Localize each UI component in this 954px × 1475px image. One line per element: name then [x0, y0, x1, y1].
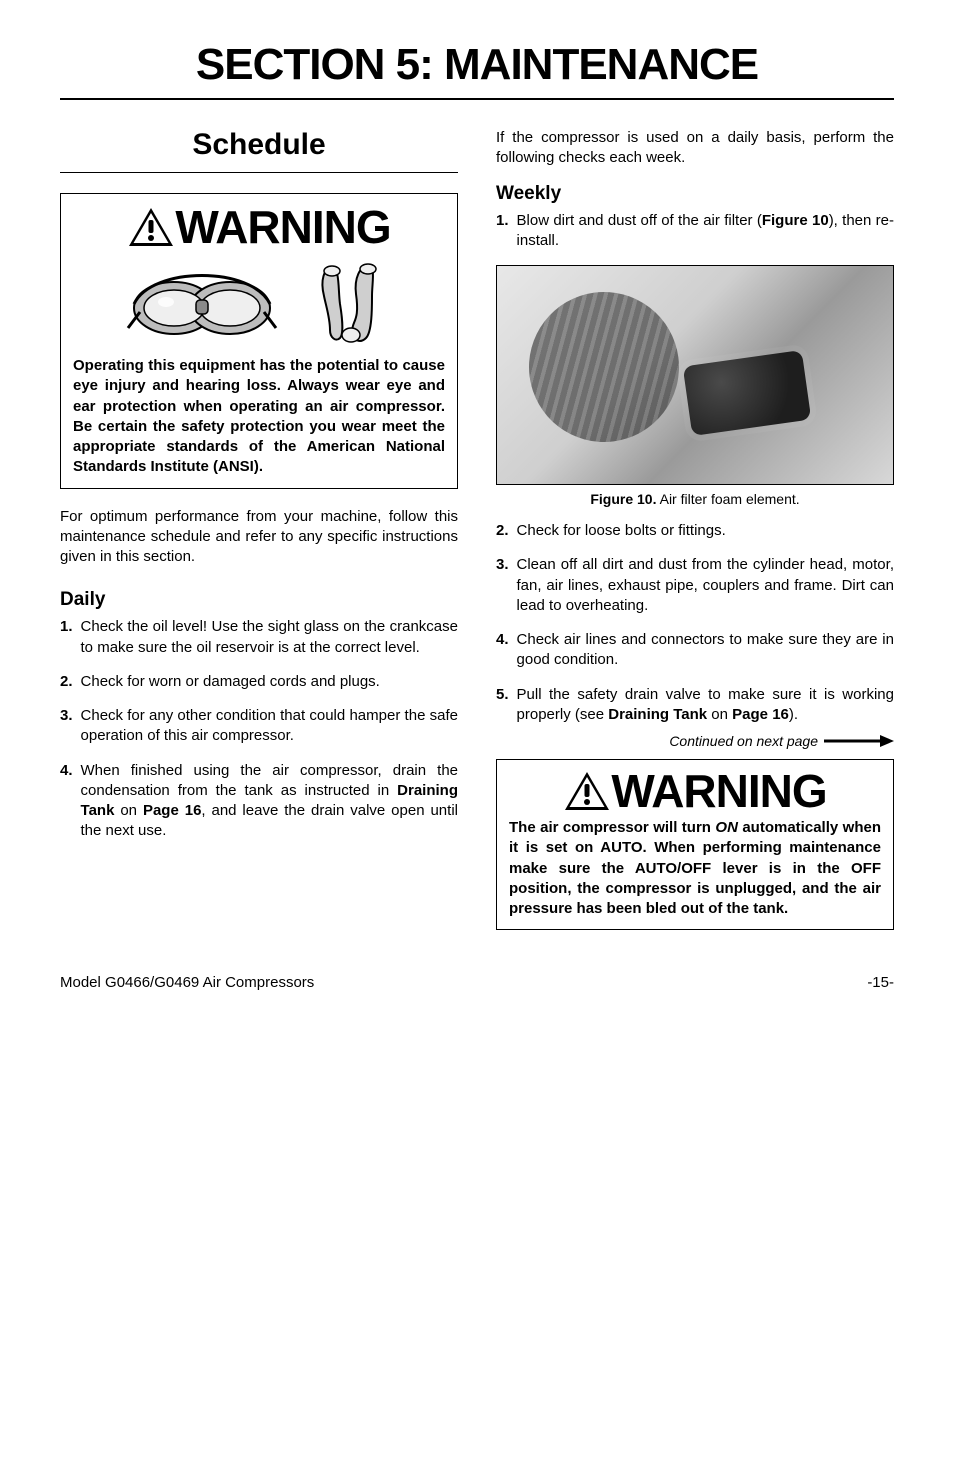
list-item: 1.Check the oil level! Use the sight gla…: [60, 617, 458, 658]
figure-10-caption: Figure 10. Air filter foam element.: [496, 491, 894, 507]
footer-page-number: -15-: [867, 974, 894, 991]
schedule-rule: [60, 172, 458, 173]
warning-auto-text: The air compressor will turn ON automati…: [509, 818, 881, 919]
list-number: 2.: [496, 521, 509, 541]
schedule-intro: For optimum performance from your machin…: [60, 507, 458, 568]
weekly-list-1: 1. Blow dirt and dust off of the air fil…: [496, 211, 894, 252]
continued-row: Continued on next page: [496, 733, 894, 749]
list-item: 4.Check air lines and connectors to make…: [496, 630, 894, 671]
ppe-illustrations: [73, 256, 445, 346]
warning-triangle-icon: [563, 770, 611, 812]
warning-box-auto: WARNING The air compressor will turn ON …: [496, 759, 894, 930]
warning-header: WARNING: [509, 768, 881, 814]
continued-text: Continued on next page: [669, 733, 818, 749]
section-title: SECTION 5: MAINTENANCE: [60, 40, 894, 90]
list-number: 2.: [60, 672, 73, 692]
list-number: 4.: [60, 761, 73, 842]
list-text: Check air lines and connectors to make s…: [517, 630, 894, 671]
list-number: 3.: [496, 555, 509, 616]
list-item: 4. When finished using the air compres­s…: [60, 761, 458, 842]
warning-triangle-icon: [127, 206, 175, 248]
figure-detail: [683, 350, 812, 436]
list-item: 1. Blow dirt and dust off of the air fil…: [496, 211, 894, 252]
list-text: Check for worn or damaged cords and plug…: [81, 672, 458, 692]
safety-goggles-icon: [122, 256, 282, 346]
warning-header: WARNING: [73, 204, 445, 250]
schedule-heading: Schedule: [60, 128, 458, 162]
section-rule: [60, 98, 894, 100]
daily-heading: Daily: [60, 589, 458, 611]
list-text: Clean off all dirt and dust from the cyl…: [517, 555, 894, 616]
list-item: 3.Clean off all dirt and dust from the c…: [496, 555, 894, 616]
footer-model: Model G0466/G0469 Air Compressors: [60, 974, 314, 991]
weekly-list-2-5: 2. Check for loose bolts or fittings. 3.C…: [496, 521, 894, 725]
list-item: 5. Pull the safety drain valve to make s…: [496, 685, 894, 726]
weekly-heading: Weekly: [496, 183, 894, 205]
two-column-layout: Schedule WARNING: [60, 128, 894, 930]
list-item: 2. Check for loose bolts or fittings.: [496, 521, 894, 541]
figure-10-image: [496, 265, 894, 485]
list-text: Check for loose bolts or fittings.: [517, 521, 894, 541]
weekly-intro: If the compressor is used on a daily bas…: [496, 128, 894, 169]
page-footer: Model G0466/G0469 Air Compressors -15-: [60, 974, 894, 991]
right-column: If the compressor is used on a daily bas…: [496, 128, 894, 930]
warning-ppe-text: Operating this equipment has the potenti…: [73, 356, 445, 478]
warning-box-ppe: WARNING: [60, 193, 458, 489]
list-text: When finished using the air compres­sor,…: [81, 761, 458, 842]
list-number: 1.: [496, 211, 509, 252]
left-column: Schedule WARNING: [60, 128, 458, 930]
warning-word: WARNING: [175, 204, 390, 250]
list-number: 4.: [496, 630, 509, 671]
arrow-right-icon: [824, 735, 894, 747]
list-number: 3.: [60, 706, 73, 747]
list-text: Blow dirt and dust off of the air filter…: [517, 211, 894, 252]
ear-plugs-icon: [306, 256, 396, 346]
daily-list: 1.Check the oil level! Use the sight gla…: [60, 617, 458, 841]
figure-detail: [512, 275, 696, 459]
list-text: Pull the safety drain valve to make sure…: [517, 685, 894, 726]
list-item: 3.Check for any other condition that cou…: [60, 706, 458, 747]
list-text: Check the oil level! Use the sight glass…: [81, 617, 458, 658]
list-text: Check for any other condition that could…: [81, 706, 458, 747]
list-number: 5.: [496, 685, 509, 726]
list-number: 1.: [60, 617, 73, 658]
list-item: 2. Check for worn or damaged cords and pl…: [60, 672, 458, 692]
warning-word: WARNING: [611, 768, 826, 814]
